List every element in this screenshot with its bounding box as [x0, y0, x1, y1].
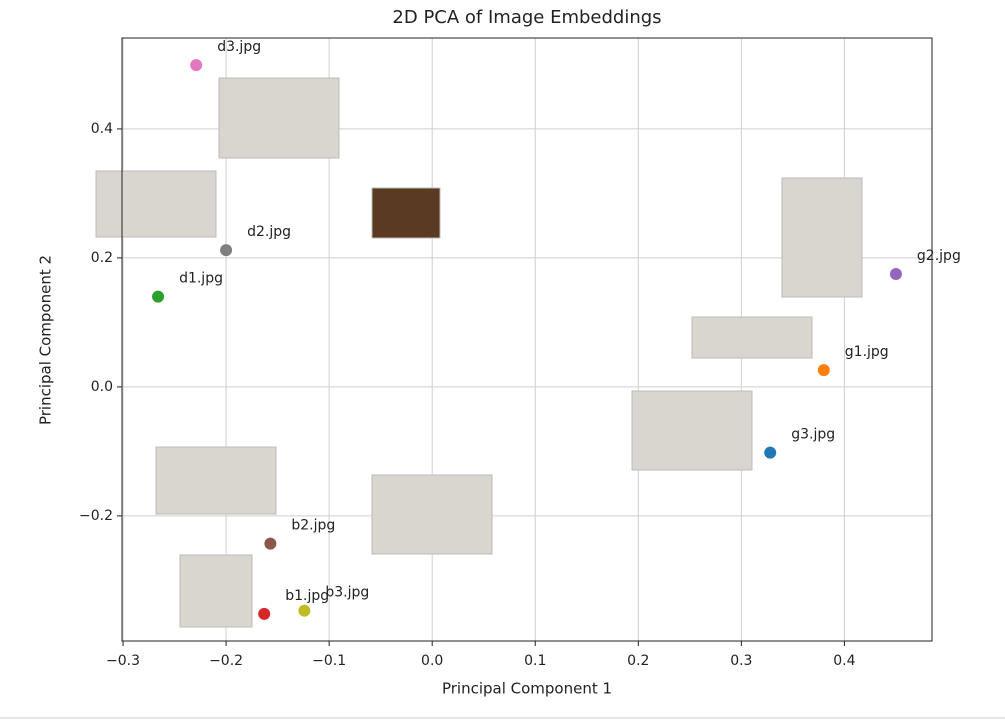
thumbnail [691, 316, 813, 359]
point [817, 364, 830, 377]
thumbnails [95, 77, 863, 628]
y-axis-label: Principal Component 2 [37, 255, 55, 425]
point-label: g2.jpg [917, 248, 961, 264]
thumbnail [631, 390, 753, 471]
x-tick-label: 0.1 [524, 653, 546, 669]
y-tick-label: 0.2 [91, 250, 113, 266]
x-tick-label: 0.4 [833, 653, 855, 669]
chart-title: 2D PCA of Image Embeddings [392, 7, 661, 28]
thumbnail [179, 554, 253, 628]
point [889, 268, 902, 281]
point-label: b3.jpg [325, 585, 369, 601]
x-tick-label: 0.3 [730, 653, 752, 669]
thumbnail [781, 177, 863, 298]
point-label: g3.jpg [791, 427, 835, 443]
point-label: b1.jpg [285, 588, 329, 604]
x-axis-label: Principal Component 1 [442, 680, 612, 698]
thumbnail [155, 446, 277, 515]
x-tick-label: −0.3 [106, 653, 140, 669]
x-tick-label: 0.2 [627, 653, 649, 669]
point-label: d1.jpg [179, 271, 223, 287]
point-label: d2.jpg [247, 224, 291, 240]
y-tick-label: 0.4 [91, 121, 113, 137]
thumbnail [371, 474, 493, 555]
point [258, 607, 271, 620]
x-tick-label: −0.2 [209, 653, 243, 669]
plot-frame [121, 37, 933, 642]
x-tick-label: −0.1 [312, 653, 346, 669]
point [764, 446, 777, 459]
y-tick-label: 0.0 [91, 379, 113, 395]
point [152, 290, 165, 303]
thumbnail [371, 187, 441, 239]
thumbnail [95, 170, 217, 238]
y-tick-label: −0.2 [79, 508, 113, 524]
point [264, 537, 277, 550]
point [298, 604, 311, 617]
x-tick-label: 0.0 [421, 653, 443, 669]
point-label: g1.jpg [845, 344, 889, 360]
point-label: b2.jpg [291, 518, 335, 534]
point [220, 244, 233, 257]
point-label: d3.jpg [217, 39, 261, 55]
point [190, 59, 203, 72]
thumbnail [218, 77, 340, 159]
